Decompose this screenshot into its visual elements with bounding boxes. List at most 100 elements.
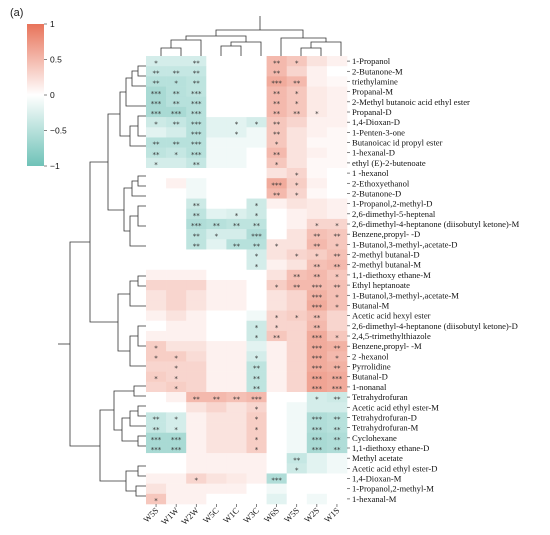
- heatmap-cell: [266, 239, 287, 250]
- significance-mark: **: [293, 456, 301, 464]
- column-label: W1S: [322, 505, 341, 524]
- heatmap-cell: [206, 188, 227, 199]
- significance-mark: ***: [151, 100, 162, 108]
- significance-mark: *: [295, 314, 299, 322]
- heatmap-cell: [166, 76, 187, 87]
- significance-mark: *: [255, 405, 259, 413]
- column-label: W6S: [262, 505, 281, 524]
- heatmap-cells: [146, 56, 348, 505]
- row-label: Tetrahydrofuran-M: [352, 423, 419, 433]
- heatmap-cell: [286, 412, 308, 423]
- dendrogram-branch: [137, 205, 146, 227]
- heatmap-cell: [226, 86, 247, 98]
- colorbar-tick-label: 1: [50, 19, 55, 29]
- heatmap-cell: [286, 117, 308, 128]
- heatmap-cell: [246, 168, 267, 179]
- row-label: Tetrahydrofuran-D: [352, 412, 417, 422]
- row-label: 2-methyl butanal-M: [352, 260, 421, 270]
- dendrogram-branch: [113, 390, 134, 431]
- heatmap-cell: [226, 96, 247, 108]
- heatmap-cell: [166, 483, 187, 495]
- heatmap-cell: [266, 96, 287, 108]
- heatmap-cell: [186, 249, 207, 260]
- heatmap-cell: [146, 432, 167, 444]
- heatmap-cell: [326, 96, 348, 108]
- heatmap-cell: [246, 56, 267, 67]
- significance-mark: **: [333, 446, 341, 454]
- heatmap-cell: [326, 473, 348, 484]
- dendrogram-branch: [119, 91, 130, 137]
- heatmap-cell: [306, 412, 328, 423]
- heatmap-cell: [206, 320, 227, 332]
- heatmap-cell: [146, 402, 167, 413]
- heatmap-cell: [326, 493, 348, 505]
- heatmap-cell: [166, 259, 187, 271]
- heatmap-cell: [146, 157, 167, 169]
- heatmap-cell: [206, 422, 227, 434]
- column-label: W1W: [159, 505, 181, 527]
- heatmap-cell: [166, 198, 187, 210]
- heatmap-cell: [286, 361, 308, 372]
- heatmap-cell: [226, 188, 247, 199]
- heatmap-cell: [186, 473, 207, 484]
- dendrogram-branch: [125, 77, 146, 107]
- heatmap-cell: [206, 56, 227, 67]
- heatmap-cell: [166, 249, 187, 260]
- row-label: 2-Butanone-M: [352, 66, 403, 76]
- heatmap-cell: [286, 86, 308, 98]
- heatmap-cell: [166, 422, 187, 434]
- heatmap-cell: [306, 127, 328, 138]
- heatmap-cell: [166, 218, 187, 230]
- heatmap-cell: [146, 330, 167, 342]
- heatmap-cell: [146, 249, 167, 260]
- heatmap-cell: [306, 371, 328, 383]
- heatmap-cell: [266, 361, 287, 372]
- heatmap-cell: [306, 106, 328, 118]
- significance-mark: **: [193, 161, 201, 169]
- significance-mark: ***: [251, 395, 262, 403]
- heatmap-cell: [306, 157, 328, 169]
- significance-mark: ***: [171, 446, 182, 454]
- significance-mark: *: [335, 304, 339, 312]
- heatmap-cell: [286, 106, 308, 118]
- heatmap-cell: [326, 361, 348, 372]
- heatmap-cell: [186, 208, 207, 220]
- heatmap-cell: [206, 280, 227, 291]
- heatmap-cell: [306, 351, 328, 362]
- heatmap-cell: [246, 412, 267, 423]
- heatmap-cell: [206, 239, 227, 250]
- heatmap-cell: [186, 290, 207, 301]
- heatmap-cell: [186, 188, 207, 199]
- colorbar-gradient: [27, 24, 44, 166]
- heatmap-cell: [246, 290, 267, 301]
- heatmap-cell: [266, 320, 287, 332]
- heatmap-cell: [226, 422, 247, 434]
- heatmap-cell: [326, 412, 348, 423]
- heatmap-cell: [226, 198, 247, 210]
- dendrograms: [58, 16, 342, 497]
- column-label: W2W: [179, 505, 201, 527]
- heatmap-cell: [306, 290, 328, 301]
- significance-mark: **: [173, 141, 181, 149]
- heatmap-cell: [306, 453, 328, 464]
- heatmap-cell: [146, 137, 167, 148]
- significance-mark: **: [153, 141, 161, 149]
- heatmap-cell: [186, 168, 207, 179]
- heatmap-cell: [206, 432, 227, 444]
- dendrogram-branch: [123, 187, 132, 232]
- heatmap-cell: [166, 493, 187, 505]
- dendrogram-branch: [129, 280, 146, 307]
- column-label: W5S: [282, 505, 301, 524]
- heatmap-cell: [246, 117, 267, 128]
- dendrogram-branch: [137, 435, 146, 447]
- significance-mark: **: [313, 232, 321, 240]
- colorbar-tick-label: 0: [50, 90, 55, 100]
- significance-mark: **: [213, 222, 221, 230]
- heatmap-cell: [286, 137, 308, 148]
- significance-mark: **: [273, 192, 281, 200]
- heatmap-cell: [186, 330, 207, 342]
- significance-mark: **: [193, 243, 201, 251]
- heatmap-cell: [326, 290, 348, 301]
- heatmap-cell: [246, 493, 267, 505]
- heatmap-cell: [286, 300, 308, 311]
